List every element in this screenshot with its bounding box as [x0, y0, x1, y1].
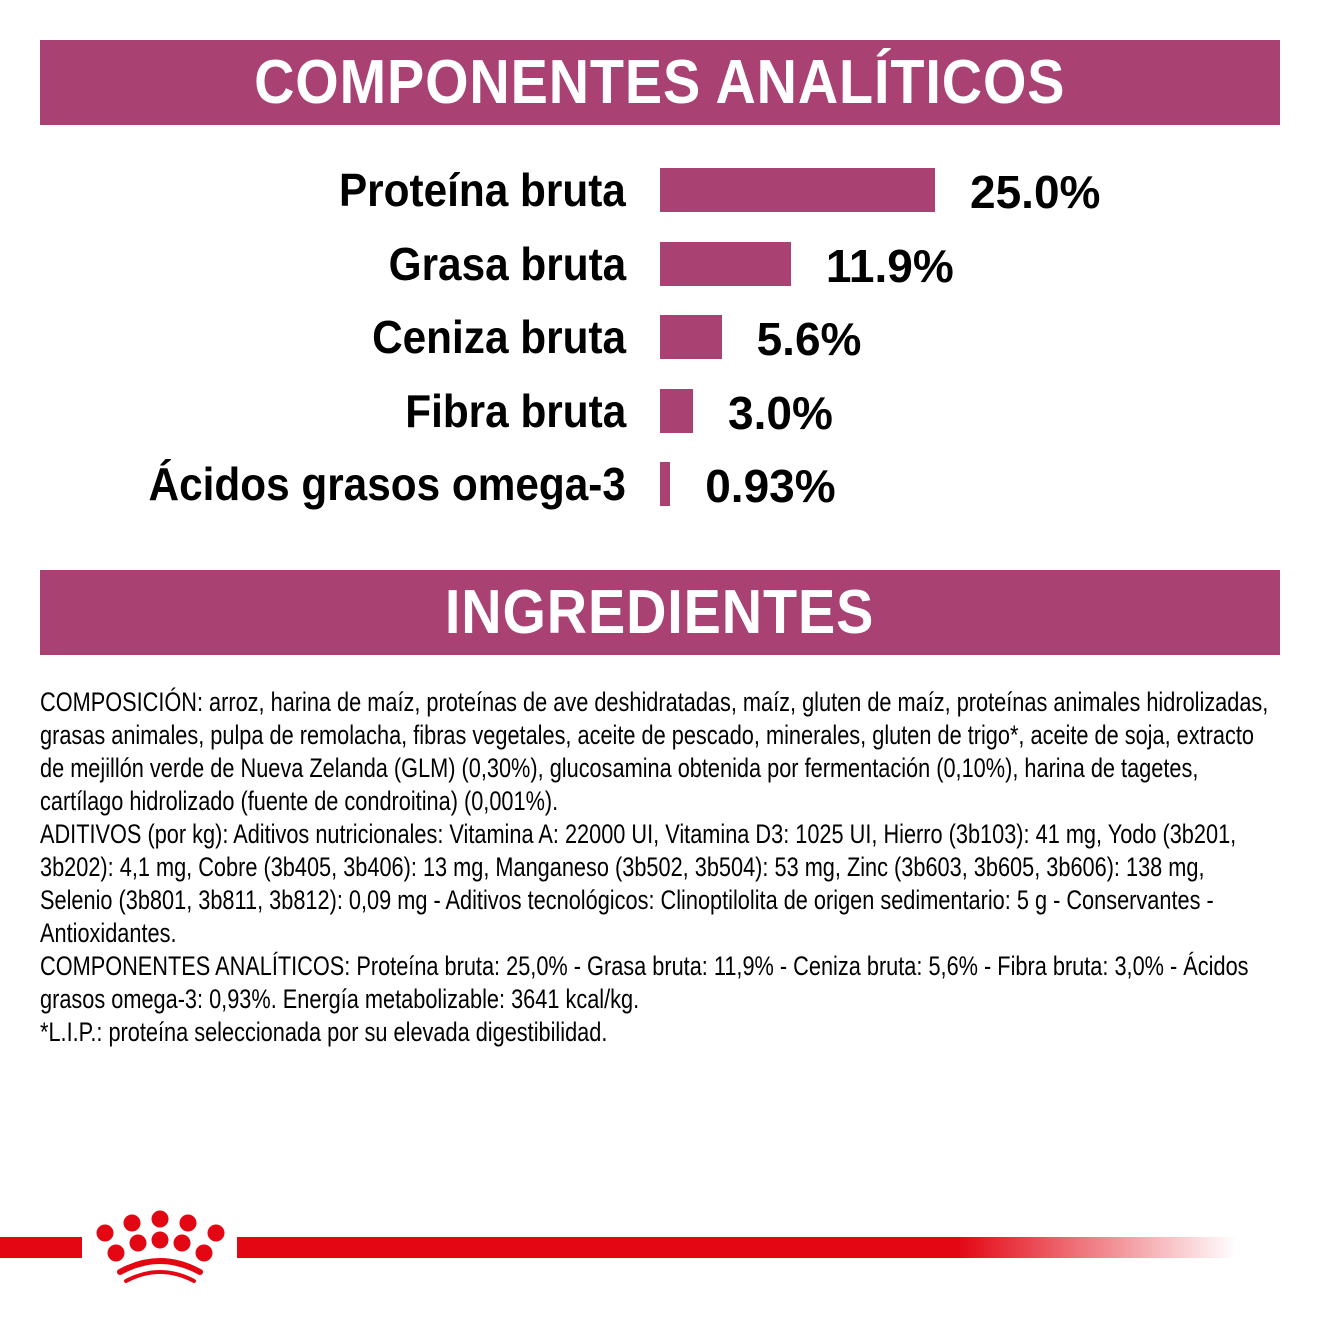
- bar: [660, 168, 935, 212]
- ingredients-title: INGREDIENTES: [445, 578, 875, 647]
- ingredients-text: COMPOSICIÓN: arroz, harina de maíz, prot…: [40, 686, 1280, 1049]
- bar-value-label: 25.0%: [970, 166, 1101, 218]
- crown-logo-icon: [96, 1210, 225, 1283]
- bar-value-label: 0.93%: [705, 460, 836, 512]
- footnote-paragraph: *L.I.P.: proteína seleccionada por su el…: [40, 1017, 608, 1047]
- bar-label: Ceniza bruta: [372, 311, 626, 363]
- red-line-left: [0, 1237, 82, 1258]
- bar: [660, 315, 722, 359]
- bar-label: Fibra bruta: [404, 384, 626, 437]
- bar: [660, 388, 693, 433]
- bar: [660, 462, 671, 506]
- bar: [660, 241, 791, 286]
- bar-label: Ácidos grasos omega-3: [148, 458, 626, 510]
- analytics-paragraph: COMPONENTES ANALÍTICOS: Proteína bruta: …: [40, 951, 1249, 1014]
- analytics-title: COMPONENTES ANALÍTICOS: [254, 48, 1066, 117]
- bar-label: Grasa bruta: [388, 237, 626, 290]
- bar-value-label: 11.9%: [825, 239, 954, 292]
- red-line-right: [237, 1237, 1237, 1258]
- composition-paragraph: COMPOSICIÓN: arroz, harina de maíz, prot…: [40, 687, 1269, 816]
- bar-label: Proteína bruta: [339, 164, 626, 216]
- bar-value-label: 5.6%: [756, 313, 862, 365]
- ingredients-banner: INGREDIENTES: [40, 570, 1280, 655]
- analytics-banner: COMPONENTES ANALÍTICOS: [40, 40, 1280, 125]
- additives-paragraph: ADITIVOS (por kg): Aditivos nutricionale…: [40, 819, 1237, 948]
- bar-value-label: 3.0%: [728, 386, 833, 439]
